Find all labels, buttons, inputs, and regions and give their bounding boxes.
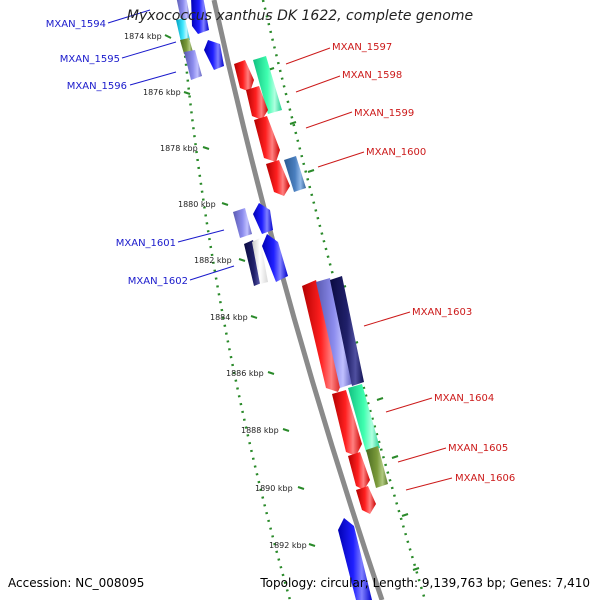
gene-mxan-1594-feature[interactable] <box>176 0 190 20</box>
gene-feature[interactable] <box>266 160 290 196</box>
gene-feature[interactable] <box>348 452 370 490</box>
tick-label: 1886 kbp <box>226 369 264 378</box>
gene-mxan-1595-feature[interactable] <box>176 18 190 42</box>
gene-feature[interactable] <box>338 518 372 600</box>
tick-label: 1882 kbp <box>194 256 232 265</box>
accession-text: Accession: NC_008095 <box>8 576 145 590</box>
tick-label: 1890 kbp <box>255 484 293 493</box>
gene-mxan-1596-feature[interactable] <box>184 50 202 80</box>
gene-mxan-1598-feature[interactable] <box>253 56 282 114</box>
left-leader-lines <box>107 9 235 281</box>
gene-mxan-1599-feature[interactable] <box>254 116 280 162</box>
genome-backbone <box>211 0 385 600</box>
gene-feature[interactable] <box>252 238 268 284</box>
tick-label: 1884 kbp <box>210 313 248 322</box>
gene-label[interactable]: MXAN_1600 <box>366 147 426 158</box>
reverse-strand-genes <box>176 0 372 600</box>
gene-feature[interactable] <box>332 390 362 456</box>
gene-mxan-1606-feature[interactable] <box>356 486 376 514</box>
gene-mxan-1603-feature[interactable] <box>302 280 344 392</box>
gene-label[interactable]: MXAN_1602 <box>128 276 188 287</box>
gene-feature[interactable] <box>253 203 273 234</box>
gene-mxan-1605-feature[interactable] <box>366 446 388 488</box>
gene-feature[interactable] <box>180 38 193 54</box>
major-ticks <box>164 34 316 547</box>
tick-label: 1874 kbp <box>124 32 162 41</box>
gene-label[interactable]: MXAN_1606 <box>455 473 515 484</box>
gene-label[interactable]: MXAN_1605 <box>448 443 508 454</box>
tick-label: 1876 kbp <box>143 88 181 97</box>
gene-feature[interactable] <box>262 234 288 282</box>
tick-label: 1888 kbp <box>241 426 279 435</box>
gene-label[interactable]: MXAN_1599 <box>354 108 414 119</box>
tick-label: 1880 kbp <box>178 200 216 209</box>
tick-label: 1892 kbp <box>269 541 307 550</box>
left-gene-labels: MXAN_1594 MXAN_1595 MXAN_1596 MXAN_1601 … <box>46 19 188 287</box>
gene-feature[interactable] <box>204 40 224 70</box>
tick-labels: 1874 kbp 1876 kbp 1878 kbp 1880 kbp 1882… <box>124 32 307 550</box>
map-title: Myxococcus xanthus DK 1622, complete gen… <box>126 8 474 24</box>
tick-ring-outer <box>261 0 427 600</box>
gene-feature[interactable] <box>191 0 209 34</box>
gene-label[interactable]: MXAN_1597 <box>332 42 392 53</box>
gene-feature[interactable] <box>246 86 268 120</box>
gene-label[interactable]: MXAN_1594 <box>46 19 106 30</box>
right-gene-labels: MXAN_1597 MXAN_1598 MXAN_1599 MXAN_1600 … <box>332 42 515 484</box>
gene-mxan-1600-feature[interactable] <box>284 156 306 192</box>
gene-label[interactable]: MXAN_1595 <box>60 54 120 65</box>
forward-strand-genes <box>234 56 388 514</box>
gene-label[interactable]: MXAN_1601 <box>116 238 176 249</box>
gene-feature[interactable] <box>316 278 352 388</box>
gene-mxan-1597-feature[interactable] <box>234 60 254 92</box>
gene-label[interactable]: MXAN_1603 <box>412 307 472 318</box>
gene-label[interactable]: MXAN_1598 <box>342 70 402 81</box>
gene-mxan-1604-feature[interactable] <box>348 384 380 452</box>
tick-label: 1878 kbp <box>160 144 198 153</box>
right-leader-lines <box>285 47 453 491</box>
gene-mxan-1601-feature[interactable] <box>233 208 252 238</box>
genome-stats-text: Topology: circular; Length: 9,139,763 bp… <box>260 576 590 590</box>
gene-label[interactable]: MXAN_1596 <box>67 81 127 92</box>
gene-label[interactable]: MXAN_1604 <box>434 393 494 404</box>
gene-feature[interactable] <box>330 276 364 386</box>
